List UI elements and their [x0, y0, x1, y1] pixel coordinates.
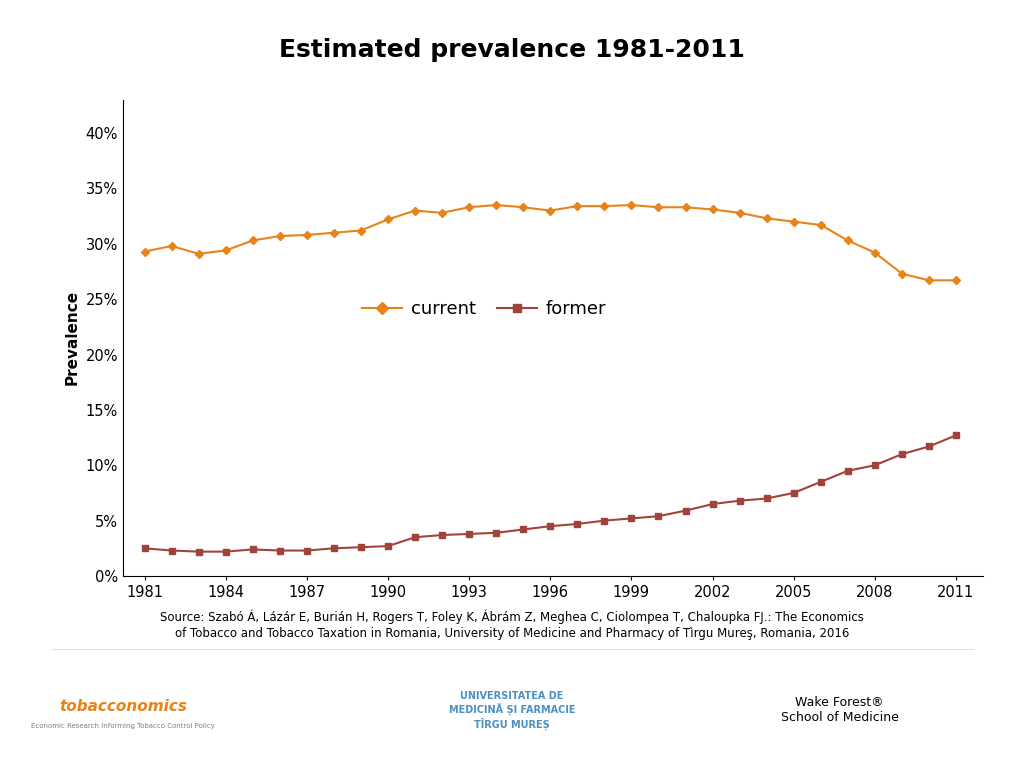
Text: Economic Research Informing Tobacco Control Policy: Economic Research Informing Tobacco Cont…	[31, 723, 215, 729]
Text: tobacconomics: tobacconomics	[58, 699, 186, 714]
Y-axis label: Prevalence: Prevalence	[65, 290, 80, 386]
Legend: current, former: current, former	[361, 300, 606, 319]
Text: of Tobacco and Tobacco Taxation in Romania, University of Medicine and Pharmacy : of Tobacco and Tobacco Taxation in Roman…	[175, 627, 849, 640]
Text: Wake Forest®
School of Medicine: Wake Forest® School of Medicine	[780, 697, 899, 724]
Text: Estimated prevalence 1981-2011: Estimated prevalence 1981-2011	[280, 38, 744, 62]
Text: Source: Szabó Á, Lázár E, Burián H, Rogers T, Foley K, Ábrám Z, Meghea C, Ciolom: Source: Szabó Á, Lázár E, Burián H, Roge…	[160, 610, 864, 624]
Text: UNIVERSITATEA DE
MEDICINĂ ȘI FARMACIE
TÎRGU MUREȘ: UNIVERSITATEA DE MEDICINĂ ȘI FARMACIE TÎ…	[449, 691, 575, 730]
